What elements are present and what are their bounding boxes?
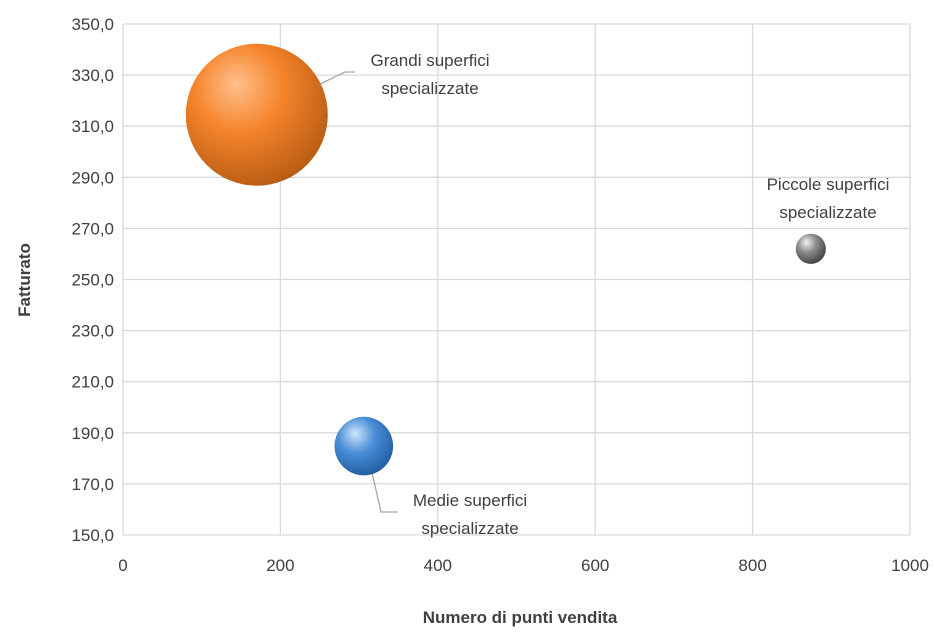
x-tick-label: 0 <box>118 556 127 575</box>
bubble <box>185 43 328 186</box>
bubble <box>795 233 826 264</box>
bubble-label-line: specializzate <box>779 203 876 222</box>
bubble-label-line: Grandi superfici <box>370 51 489 70</box>
axis-tick-labels: 0 200 400 600 800 1000 150,0 170,0 190,0 210,0 230… <box>71 15 928 575</box>
y-tick-label: 170,0 <box>71 475 114 494</box>
bubble-label: Grandi superfici specializzate <box>370 51 489 98</box>
bubble-label-line: specializzate <box>381 79 478 98</box>
bubble-label: Medie superfici specializzate <box>413 491 527 538</box>
bubble-label-line: Piccole superfici <box>767 175 890 194</box>
gridlines <box>122 23 911 536</box>
y-tick-label: 330,0 <box>71 66 114 85</box>
y-tick-label: 350,0 <box>71 15 114 34</box>
x-tick-label: 400 <box>424 556 452 575</box>
bubble <box>334 416 394 476</box>
y-tick-label: 310,0 <box>71 117 114 136</box>
x-tick-label: 1000 <box>891 556 929 575</box>
x-tick-label: 200 <box>266 556 294 575</box>
y-tick-label: 250,0 <box>71 271 114 290</box>
x-axis-title: Numero di punti vendita <box>423 608 618 627</box>
bubble-label-line: specializzate <box>421 519 518 538</box>
y-tick-label: 210,0 <box>71 373 114 392</box>
y-tick-label: 150,0 <box>71 526 114 545</box>
y-tick-label: 230,0 <box>71 322 114 341</box>
bubbles <box>185 43 826 476</box>
y-axis-title: Fatturato <box>15 243 34 317</box>
x-tick-label: 600 <box>581 556 609 575</box>
y-tick-label: 270,0 <box>71 219 114 238</box>
bubble-label: Piccole superfici specializzate <box>767 175 890 222</box>
bubble-label-line: Medie superfici <box>413 491 527 510</box>
x-tick-label: 800 <box>738 556 766 575</box>
y-tick-label: 290,0 <box>71 168 114 187</box>
y-tick-label: 190,0 <box>71 424 114 443</box>
